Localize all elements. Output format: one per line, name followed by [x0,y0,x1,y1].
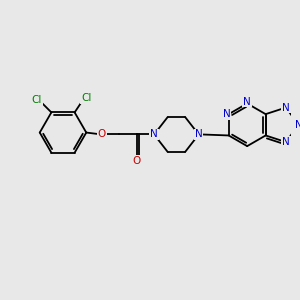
Text: Cl: Cl [81,93,92,103]
Text: N: N [243,97,251,106]
Text: O: O [98,130,106,140]
Text: N: N [195,130,203,140]
Text: N: N [282,103,290,112]
Text: Cl: Cl [32,95,42,105]
Text: N: N [150,130,158,140]
Text: N: N [223,109,231,119]
Text: N: N [295,120,300,130]
Text: N: N [282,137,290,147]
Text: O: O [133,156,141,166]
